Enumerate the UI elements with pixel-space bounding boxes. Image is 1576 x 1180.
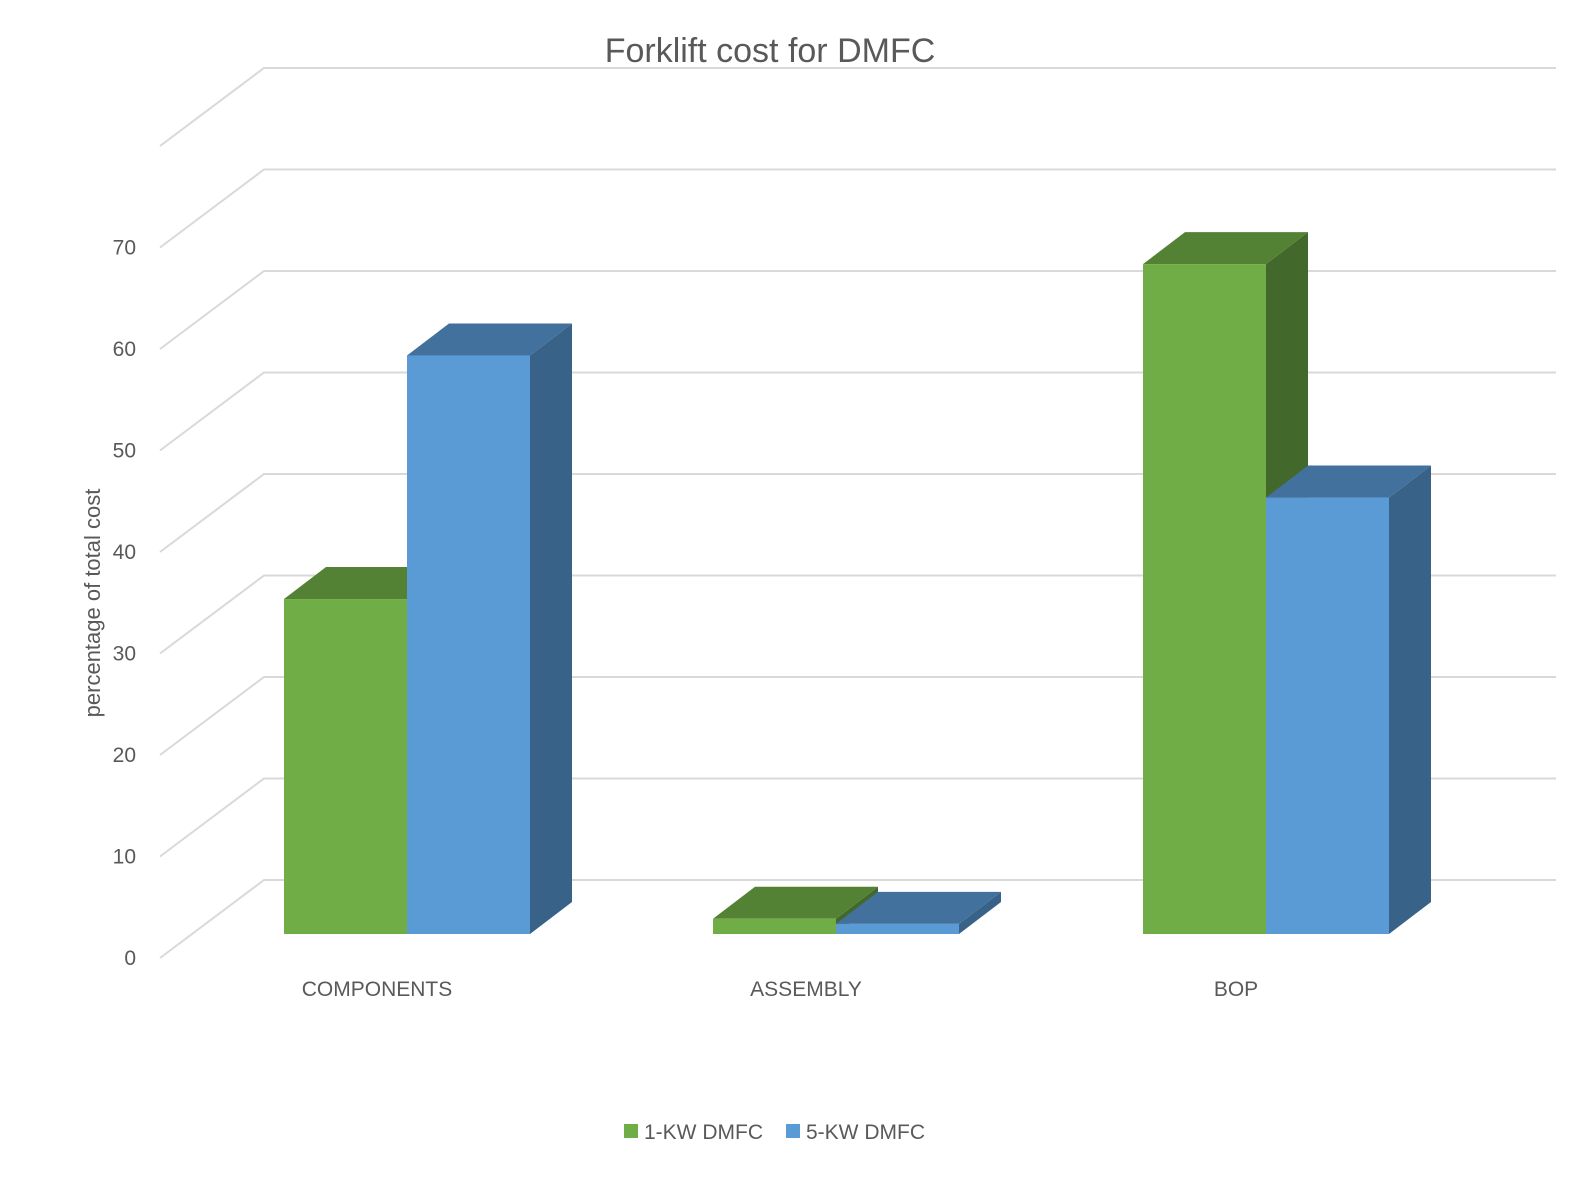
gridline xyxy=(159,371,1556,452)
gridline xyxy=(159,270,1556,350)
x-category-label: BOP xyxy=(1214,978,1258,1001)
legend-item[interactable]: 5-KW DMFC xyxy=(786,1121,925,1144)
category-labels: COMPONENTS ASSEMBLY BOP xyxy=(302,978,1258,1001)
gridline xyxy=(159,777,1556,858)
y-tick-label: 70 xyxy=(113,237,136,260)
gridline xyxy=(159,168,1556,249)
bar-top xyxy=(1266,465,1431,498)
bar xyxy=(407,323,572,934)
gridlines xyxy=(159,67,1556,959)
gridline xyxy=(159,67,1556,147)
bar-side xyxy=(530,323,572,934)
y-axis-ticks: 0 10 20 30 40 50 60 70 xyxy=(113,237,136,971)
bar-top xyxy=(713,886,878,919)
bar-front xyxy=(284,599,407,934)
legend-swatch xyxy=(786,1124,800,1138)
gridline xyxy=(159,574,1556,655)
bar-top xyxy=(1143,232,1308,265)
y-tick-label: 0 xyxy=(124,947,136,970)
bar-front xyxy=(1143,264,1266,935)
bar-top xyxy=(407,323,572,356)
bar-front xyxy=(836,923,959,934)
y-axis-label: percentage of total cost xyxy=(80,489,105,718)
bar-front xyxy=(713,918,836,934)
gridline xyxy=(159,676,1556,756)
legend-swatch xyxy=(624,1124,638,1138)
y-tick-label: 60 xyxy=(113,338,136,361)
legend[interactable]: 1-KW DMFC 5-KW DMFC xyxy=(624,1121,925,1144)
bar-top xyxy=(836,891,1001,924)
y-tick-label: 30 xyxy=(113,643,136,666)
legend-label: 1-KW DMFC xyxy=(644,1121,763,1144)
legend-label: 5-KW DMFC xyxy=(806,1121,925,1144)
bar-side xyxy=(1389,465,1431,934)
bar-front xyxy=(1266,497,1389,934)
bars xyxy=(284,232,1431,935)
x-category-label: ASSEMBLY xyxy=(750,978,862,1001)
gridline xyxy=(159,879,1556,959)
chart-title: Forklift cost for DMFC xyxy=(605,32,936,70)
y-tick-label: 20 xyxy=(113,744,136,767)
y-tick-label: 40 xyxy=(113,541,136,564)
bar-front xyxy=(407,355,530,934)
x-category-label: COMPONENTS xyxy=(302,978,453,1001)
y-tick-label: 10 xyxy=(113,846,136,869)
y-tick-label: 50 xyxy=(113,440,136,463)
bar-side xyxy=(959,891,1001,934)
bar xyxy=(836,891,1001,934)
gridline xyxy=(159,473,1556,553)
bar xyxy=(1266,465,1431,934)
legend-item[interactable]: 1-KW DMFC xyxy=(624,1121,763,1144)
bar xyxy=(713,886,878,934)
